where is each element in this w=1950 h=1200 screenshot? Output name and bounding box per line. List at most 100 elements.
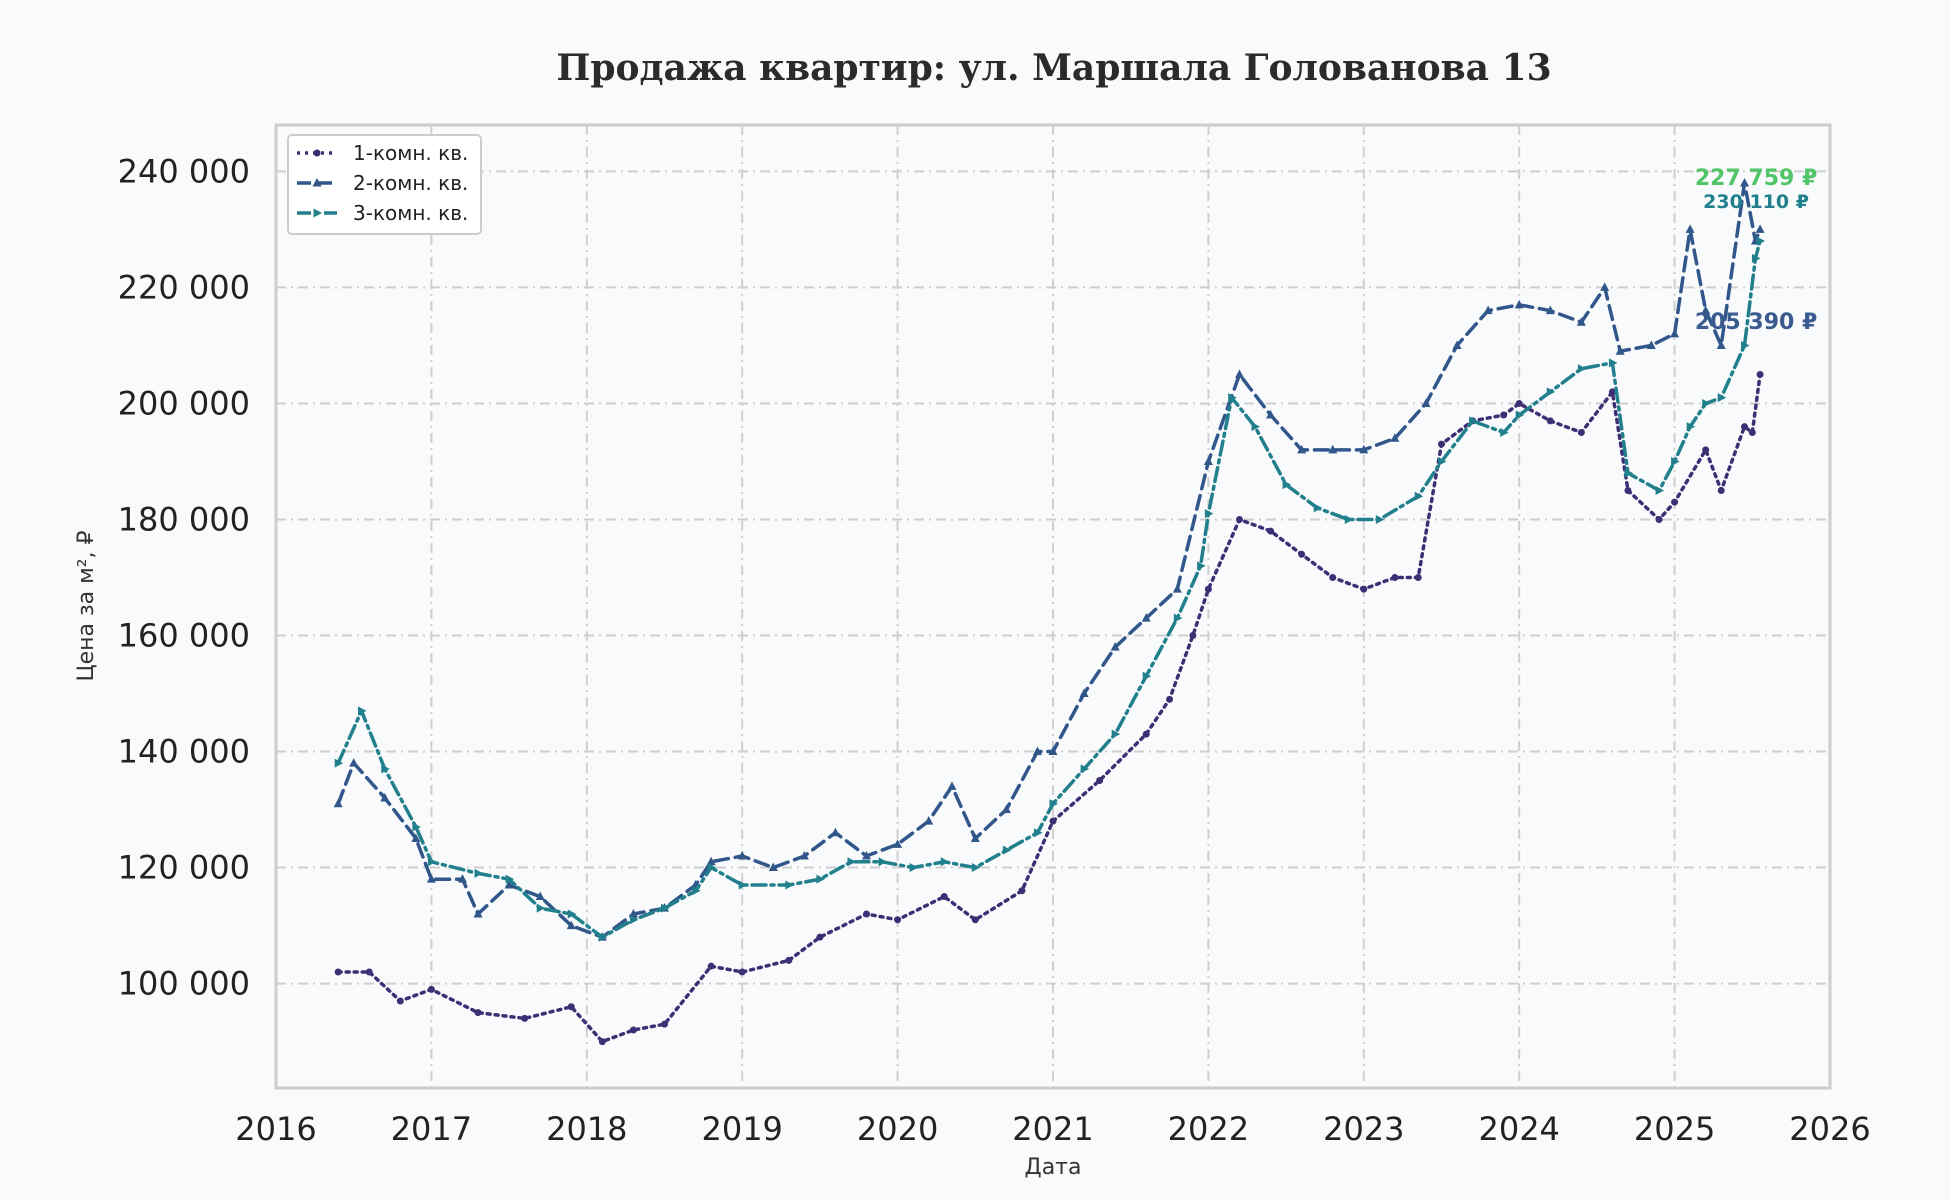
series-point: [830, 827, 840, 837]
series-point: [1515, 410, 1525, 420]
y-tick-label: 240 000: [118, 152, 250, 190]
x-axis-ticks: 2016 2017 2018 2019 2020 2021 2022 2023 2024 2025…: [235, 1110, 1870, 1148]
series-point: [365, 968, 373, 976]
y-tick-label: 200 000: [118, 384, 250, 422]
series-point: [427, 857, 437, 867]
x-tick-label: 2019: [701, 1110, 782, 1148]
series-point: [1049, 817, 1057, 825]
series-line: [336, 239, 1762, 939]
series-point: [1251, 422, 1261, 432]
series-point: [1500, 427, 1509, 437]
x-tick-label: 2020: [857, 1110, 938, 1148]
series-point: [567, 1003, 575, 1011]
series-point: [785, 880, 794, 890]
series-point: [1080, 764, 1090, 774]
series-point: [1297, 444, 1307, 454]
series-point: [971, 916, 979, 924]
series-point: [1298, 550, 1306, 558]
series-point: [940, 893, 948, 901]
series-point: [1452, 340, 1462, 349]
series-point: [1329, 573, 1337, 581]
series-point: [1414, 573, 1422, 581]
series-point: [970, 833, 980, 843]
series-point: [863, 910, 871, 918]
series-line: [336, 372, 1762, 1044]
series-point: [1546, 387, 1556, 397]
series-point: [1624, 468, 1633, 478]
series-point: [799, 850, 809, 860]
series-3: [334, 236, 1766, 942]
series-point: [1756, 236, 1766, 246]
series-point: [707, 962, 715, 970]
series-point: [1608, 358, 1618, 368]
legend: 1-комн. кв. 2-комн. кв. 3-комн. кв.: [287, 134, 482, 235]
series-point: [1172, 584, 1182, 593]
x-tick-label: 2023: [1323, 1110, 1404, 1148]
series-point: [1142, 671, 1152, 681]
series-point: [1702, 446, 1710, 454]
end-label: 205 390 ₽: [1695, 310, 1817, 335]
series-point: [1267, 527, 1275, 535]
series-point: [334, 758, 344, 768]
y-tick-label: 180 000: [118, 500, 250, 538]
y-tick-label: 120 000: [118, 849, 250, 887]
x-tick-label: 2026: [1789, 1110, 1870, 1148]
series-point: [1421, 398, 1431, 407]
series-point: [1344, 514, 1354, 524]
series-point: [1670, 328, 1680, 338]
series-point: [426, 874, 436, 883]
legend-box: [287, 134, 482, 235]
x-axis-label: Дата: [1025, 1155, 1082, 1180]
series-point: [707, 863, 717, 873]
series-point: [411, 833, 421, 843]
series-point: [474, 1009, 482, 1017]
legend-marker: [312, 178, 322, 187]
series-point: [1615, 346, 1625, 355]
series-point: [357, 706, 367, 716]
series-point: [1141, 613, 1151, 622]
series-point: [334, 968, 342, 976]
series-point: [1049, 799, 1058, 809]
series-point: [1189, 632, 1197, 640]
y-tick-label: 140 000: [118, 733, 250, 771]
series-point: [1685, 224, 1695, 233]
series-point: [1546, 417, 1554, 425]
series-point: [1079, 688, 1089, 698]
series-point: [692, 886, 701, 896]
series-point: [1111, 729, 1121, 739]
series-point: [1018, 887, 1026, 895]
series-point: [1391, 573, 1399, 581]
series-point: [1751, 253, 1761, 263]
series-point: [1756, 370, 1764, 378]
series-point: [1545, 305, 1555, 315]
series-point: [1671, 498, 1679, 506]
x-tick-label: 2021: [1012, 1110, 1093, 1148]
series-point: [535, 891, 545, 901]
series-point: [1514, 299, 1524, 309]
series-point: [1197, 561, 1206, 571]
series-point: [1577, 428, 1585, 436]
series-point: [1655, 485, 1665, 495]
series-point: [505, 874, 515, 884]
x-tick-label: 2024: [1478, 1110, 1559, 1148]
series-1: [334, 370, 1764, 1046]
series-point: [971, 863, 981, 873]
series-point: [504, 879, 514, 889]
series-point: [1741, 340, 1750, 350]
series-point: [474, 868, 484, 878]
series-point: [1360, 585, 1368, 593]
series-point: [738, 880, 748, 890]
series-point: [1204, 585, 1212, 593]
series-point: [1228, 393, 1237, 403]
series-point: [1702, 398, 1711, 408]
series-point: [1500, 411, 1508, 419]
series-point: [947, 781, 957, 790]
series-point: [1203, 456, 1213, 465]
end-label: 230 110 ₽: [1703, 191, 1809, 213]
series-point: [706, 856, 716, 866]
series-point: [381, 764, 390, 774]
series-point: [1671, 456, 1680, 466]
x-tick-label: 2025: [1634, 1110, 1715, 1148]
series-point: [1576, 317, 1586, 326]
legend-marker: [313, 149, 321, 157]
